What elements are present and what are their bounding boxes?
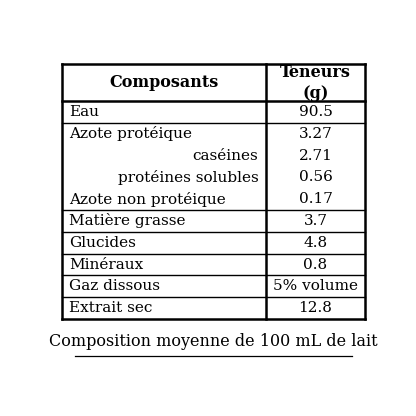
Text: Extrait sec: Extrait sec [69, 301, 152, 315]
Text: Composants: Composants [109, 74, 219, 91]
Text: Composition moyenne de 100 mL de lait: Composition moyenne de 100 mL de lait [49, 333, 377, 350]
Text: Azote non protéique: Azote non protéique [69, 192, 225, 207]
Text: 90.5: 90.5 [299, 105, 332, 119]
Text: 5% volume: 5% volume [273, 279, 358, 293]
Text: Glucides: Glucides [69, 236, 136, 250]
Text: Gaz dissous: Gaz dissous [69, 279, 160, 293]
Text: Matière grasse: Matière grasse [69, 213, 185, 228]
Text: 0.8: 0.8 [304, 258, 328, 272]
Text: Azote protéique: Azote protéique [69, 126, 192, 141]
Text: 2.71: 2.71 [299, 149, 332, 163]
Text: 4.8: 4.8 [304, 236, 328, 250]
Text: Teneurs
(g): Teneurs (g) [280, 64, 351, 102]
Text: 3.7: 3.7 [304, 214, 327, 228]
Text: Eau: Eau [69, 105, 99, 119]
Text: 0.17: 0.17 [299, 192, 332, 206]
Text: Minéraux: Minéraux [69, 258, 143, 272]
Text: caséines: caséines [193, 149, 258, 163]
Text: 0.56: 0.56 [299, 171, 332, 184]
Text: 12.8: 12.8 [299, 301, 332, 315]
Text: protéines solubles: protéines solubles [118, 170, 258, 185]
Text: 3.27: 3.27 [299, 127, 332, 141]
